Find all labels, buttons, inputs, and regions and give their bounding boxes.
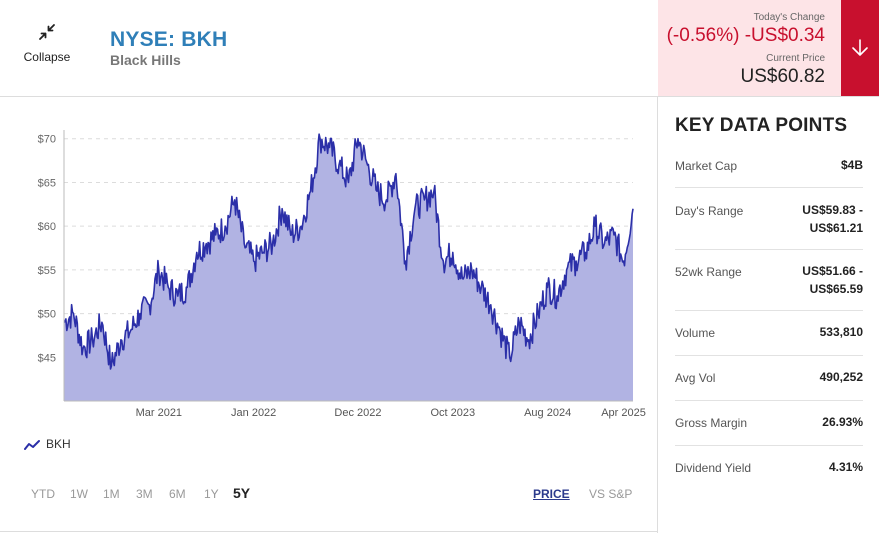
y-tick-label: $55 [38,265,56,277]
x-tick-label: Oct 2023 [430,407,475,419]
x-tick-label: Mar 2021 [136,407,182,419]
kdp-row-52wk-range: 52wk Range US$51.66 - US$65.59 [675,250,863,311]
collapse-button[interactable]: Collapse [16,22,78,66]
range-5y[interactable]: 5Y [233,485,251,501]
current-price-value: US$60.82 [740,66,825,87]
kdp-value: 26.93% [822,415,863,429]
range-6m[interactable]: 6M [169,487,186,501]
kdp-row-days-range: Day's Range US$59.83 - US$61.21 [675,188,863,250]
chart-panel: $70 $65 $60 $55 $50 $45 Mar 2021 Jan 2022 Dec 20… [0,97,657,531]
key-data-points-panel: KEY DATA POINTS Market Cap $4B Day's Ran… [657,97,879,533]
todays-change-label: Today's Change [753,12,825,23]
price-mode-button[interactable]: PRICE [533,487,570,501]
collapse-arrows-icon [39,24,55,40]
y-tick-label: $45 [38,352,56,364]
vs-sp-mode-button[interactable]: VS S&P [589,487,633,501]
x-tick-label: Aug 2024 [524,407,571,419]
quote-header: Collapse NYSE: BKH Black Hills Today's C… [0,0,879,97]
range-1w[interactable]: 1W [70,487,88,501]
kdp-label: Day's Range [675,204,744,218]
kdp-label: Avg Vol [675,371,716,385]
x-tick-label: Apr 2025 [601,407,646,419]
price-down-button[interactable] [841,0,879,96]
kdp-row-market-cap: Market Cap $4B [675,143,863,188]
line-chart-icon [24,439,40,450]
x-tick-label: Dec 2022 [334,407,381,419]
kdp-row-dividend-yield: Dividend Yield 4.31% [675,446,863,491]
todays-change-value: (-0.56%) -US$0.34 [666,25,825,46]
y-tick-label: $65 [38,177,56,189]
price-chart: $70 $65 $60 $55 $50 $45 Mar 2021 Jan 2022 Dec 20… [38,130,646,419]
kdp-label: Gross Margin [675,416,748,430]
key-data-title: KEY DATA POINTS [675,115,848,136]
kdp-value: US$59.83 - US$61.21 [802,203,863,235]
kdp-label: Market Cap [675,159,738,173]
ticker-symbol: NYSE: BKH [110,28,228,51]
kdp-label: Dividend Yield [675,461,752,475]
kdp-row-volume: Volume 533,810 [675,311,863,356]
collapse-label: Collapse [23,50,71,64]
current-price-label: Current Price [766,53,825,64]
kdp-value: 533,810 [819,325,863,339]
company-name: Black Hills [110,52,181,68]
kdp-value: $4B [840,158,863,172]
range-1m[interactable]: 1M [103,487,120,501]
kdp-label: Volume [675,326,716,340]
kdp-label: 52wk Range [675,265,742,279]
chart-legend[interactable]: BKH [24,437,71,451]
legend-label: BKH [46,437,71,451]
series-line [63,133,634,370]
y-tick-label: $50 [38,309,56,321]
kdp-value: US$51.66 - US$65.59 [802,264,863,296]
range-3m[interactable]: 3M [136,487,153,501]
kdp-row-avg-vol: Avg Vol 490,252 [675,356,863,401]
y-tick-label: $70 [38,134,56,146]
y-tick-label: $60 [38,221,56,233]
series-area [64,134,633,401]
kdp-row-gross-margin: Gross Margin 26.93% [675,401,863,446]
divider [0,531,657,532]
x-tick-label: Jan 2022 [231,407,276,419]
price-summary: Today's Change (-0.56%) -US$0.34 Current… [658,0,841,96]
kdp-value: 4.31% [828,460,863,474]
range-ytd[interactable]: YTD [31,487,55,501]
range-1y[interactable]: 1Y [204,487,219,501]
arrow-down-icon [852,39,868,56]
kdp-value: 490,252 [819,370,863,384]
